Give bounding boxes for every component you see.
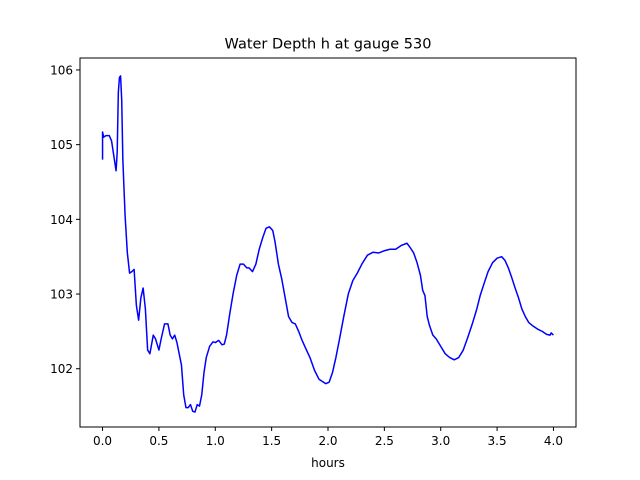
y-tick-label: 103 <box>50 288 73 302</box>
plot-layer <box>101 75 554 413</box>
y-tick-label: 104 <box>50 213 73 227</box>
x-tick-label: 1.5 <box>262 434 281 448</box>
x-axis-label: hours <box>311 456 345 470</box>
x-tick-label: 2.5 <box>375 434 394 448</box>
x-tick-label: 2.0 <box>318 434 337 448</box>
series-line-0 <box>101 75 554 413</box>
y-tick-label: 105 <box>50 138 73 152</box>
x-tick-label: 1.0 <box>206 434 225 448</box>
x-tick-label: 3.5 <box>488 434 507 448</box>
plot-area <box>80 58 576 427</box>
x-tick-label: 4.0 <box>544 434 563 448</box>
x-tick-label: 0.0 <box>93 434 112 448</box>
x-axis-ticks: 0.0 0.5 1.0 1.5 2.0 2.5 3.0 3.5 4.0 <box>93 427 563 448</box>
y-axis-ticks: 102 103 104 105 106 <box>50 63 80 376</box>
chart-title: Water Depth h at gauge 530 <box>225 37 432 53</box>
y-tick-label: 102 <box>50 362 73 376</box>
x-tick-label: 0.5 <box>149 434 168 448</box>
x-tick-label: 3.0 <box>431 434 450 448</box>
plot-frame <box>79 57 577 428</box>
y-tick-label: 106 <box>50 63 73 77</box>
